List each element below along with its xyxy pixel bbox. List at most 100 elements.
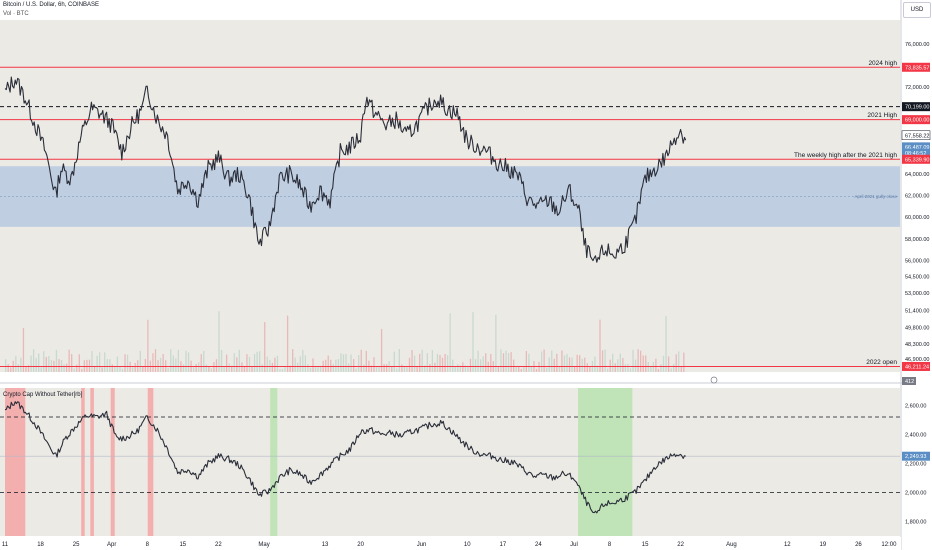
time-tick-label: 19	[820, 542, 827, 548]
volume-bar	[406, 367, 408, 372]
volume-bar	[365, 350, 367, 372]
highlight-band	[110, 388, 115, 536]
volume-bar	[294, 357, 296, 372]
volume-bar	[132, 367, 134, 372]
volume-bar	[513, 359, 515, 372]
volume-title: Vol · BTC	[3, 11, 29, 17]
volume-badge	[902, 377, 916, 385]
volume-bar	[462, 362, 464, 372]
volume-bar	[289, 365, 291, 372]
currency-button[interactable]: USD	[903, 2, 931, 18]
volume-bar	[444, 353, 446, 372]
volume-bar	[251, 366, 253, 372]
volume-bar	[88, 359, 91, 372]
time-tick-label: Aug	[726, 542, 737, 548]
volume-bar	[40, 367, 42, 372]
price-badge	[902, 115, 930, 125]
volume-bar	[439, 354, 441, 372]
volume-bar	[162, 353, 164, 372]
volume-bar	[383, 364, 385, 372]
volume-bar	[535, 368, 538, 372]
volume-bar	[419, 353, 421, 372]
volume-bar	[363, 364, 365, 372]
volume-bar	[413, 355, 416, 372]
volume-bar	[596, 365, 599, 372]
volume-bar	[401, 364, 403, 372]
volume-bar	[373, 357, 375, 372]
price-badge	[902, 361, 930, 371]
volume-badge-label: 412	[905, 379, 914, 385]
highlight-band	[81, 388, 85, 536]
volume-bar	[680, 366, 682, 372]
price-badge-label: 08:46:52	[905, 151, 926, 157]
volume-bar	[350, 354, 352, 372]
volume-bar	[104, 352, 106, 372]
volume-bar	[510, 352, 512, 372]
volume-bar	[573, 366, 576, 372]
volume-bar	[434, 362, 436, 372]
volume-bar	[210, 368, 213, 372]
indicator-pane	[0, 388, 900, 536]
volume-bar	[632, 349, 634, 372]
volume-bar	[386, 364, 388, 372]
volume-bar	[297, 362, 299, 372]
volume-bar	[469, 358, 472, 372]
volume-bar	[576, 354, 578, 372]
volume-bar	[325, 359, 327, 372]
volume-bar	[124, 354, 126, 372]
price-badge	[902, 102, 930, 112]
volume-bar	[352, 359, 355, 372]
volume-bar	[45, 356, 47, 372]
volume-bar	[220, 350, 223, 372]
indicator-tick-label: 2,400.00	[905, 432, 926, 438]
volume-bar	[467, 367, 469, 372]
volume-bar	[91, 351, 93, 372]
price-tick-label: 76,000.00	[905, 42, 929, 48]
price-badge-label: 65,339.90	[905, 157, 929, 163]
volume-bar	[261, 364, 263, 372]
volume-bar	[73, 368, 75, 372]
price-tick-label: 51,400.00	[905, 308, 929, 314]
volume-bar	[408, 357, 411, 372]
volume-bar	[332, 363, 334, 372]
highlight-band	[5, 388, 26, 536]
volume-bar	[266, 356, 268, 372]
volume-bar	[523, 366, 525, 372]
volume-bar	[30, 355, 32, 372]
time-tick-label: 11	[2, 542, 9, 548]
volume-bar	[269, 359, 271, 372]
volume-bar	[302, 350, 304, 372]
volume-bar	[134, 362, 136, 372]
highlight-bands	[5, 388, 633, 536]
volume-bar	[558, 367, 561, 372]
volume-bar	[58, 359, 60, 372]
volume-bar	[205, 364, 207, 372]
volume-bar	[678, 351, 680, 372]
volume-bar	[601, 350, 604, 372]
volume-bar	[624, 364, 627, 372]
volume-bar	[20, 357, 22, 372]
volume-bar	[200, 354, 202, 372]
indicator-tick-label: 2,200.00	[905, 461, 926, 467]
time-tick-label: 22	[215, 542, 222, 548]
volume-bar	[208, 366, 210, 372]
volume-bar	[292, 349, 294, 372]
volume-bar	[571, 357, 573, 372]
time-tick-label: 8	[146, 542, 150, 548]
volume-bar	[109, 359, 111, 372]
volume-bar	[330, 359, 332, 372]
volume-bar	[185, 350, 187, 372]
volume-bar	[650, 366, 652, 372]
level-label: 2021 High	[867, 112, 897, 119]
volume-bar	[355, 368, 357, 372]
volume-bar	[424, 365, 426, 372]
volume-bar	[43, 351, 45, 372]
time-tick-label: 25	[73, 542, 80, 548]
volume-bar	[520, 368, 522, 372]
volume-bar	[568, 357, 571, 372]
volume-bar	[175, 358, 177, 372]
highlight-band	[270, 388, 278, 536]
volume-bar	[32, 349, 35, 372]
volume-bar	[264, 322, 266, 372]
